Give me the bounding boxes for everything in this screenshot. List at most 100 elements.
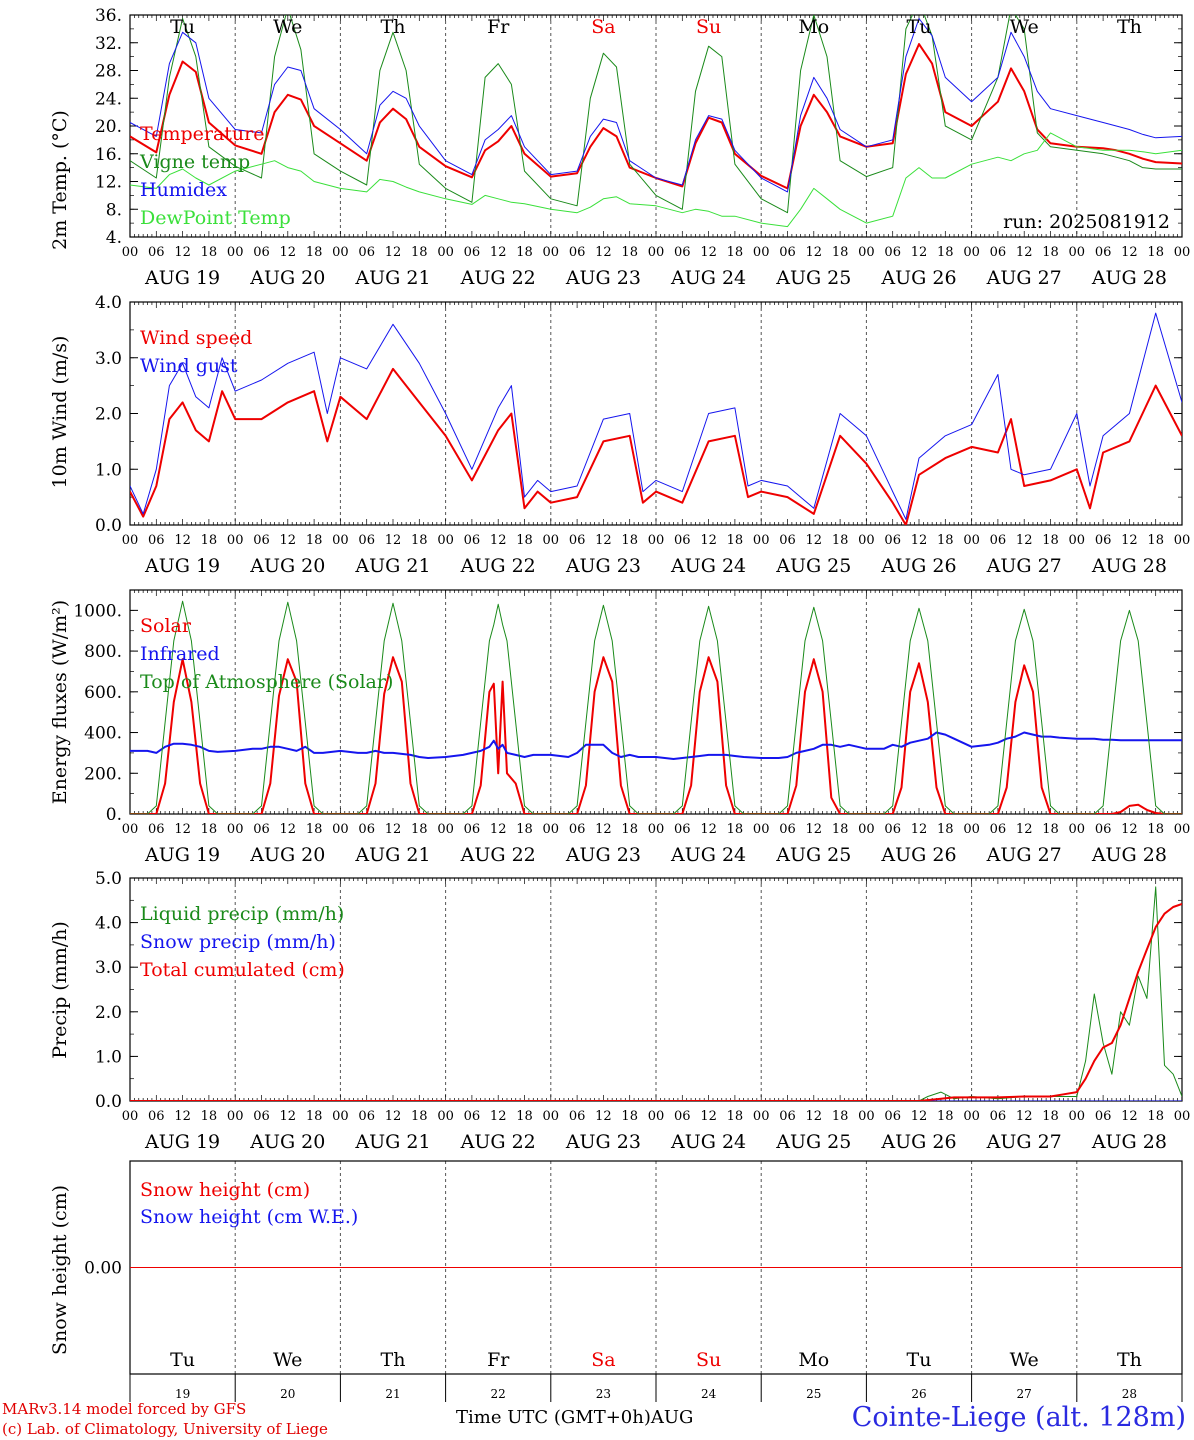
month-label: AUG [650,1407,694,1428]
panel-3 [129,589,1183,815]
hour-tick-label: 06 [464,245,481,260]
day-of-week-label: Su [696,1349,721,1371]
hour-tick-label: 18 [832,245,849,260]
y-tick-label: 2.0 [95,405,122,425]
hour-tick-label: 18 [411,1109,428,1124]
hour-tick-label: 00 [122,245,139,260]
hour-tick-label: 00 [858,245,875,260]
hour-tick-label: 18 [306,533,323,548]
hour-tick-label: 06 [569,245,586,260]
y-tick-label: 600. [84,683,122,703]
legend-entry: Snow height (cm W.E.) [140,1206,358,1228]
day-of-week-label: Fr [487,16,510,38]
hour-tick-label: 12 [1121,245,1138,260]
day-of-week-label: Th [1117,16,1142,38]
hour-tick-label: 12 [595,1109,612,1124]
series-line [130,312,1182,520]
hour-tick-label: 18 [727,533,744,548]
hour-tick-label: 18 [1042,533,1059,548]
hour-tick-label: 06 [674,245,691,260]
hour-tick-label: 06 [884,533,901,548]
date-label: AUG 20 [249,844,325,866]
hour-tick-label: 06 [569,1109,586,1124]
hour-tick-label: 18 [411,533,428,548]
series-line [130,15,1182,214]
hour-tick-label: 12 [280,245,297,260]
date-label: AUG 28 [1091,1131,1167,1153]
y-tick-label: 1.0 [95,1047,122,1067]
day-number-label: 26 [911,1387,926,1401]
date-label: AUG 26 [880,844,956,866]
y-tick-label: 200. [84,764,122,784]
hour-tick-label: 12 [1121,822,1138,837]
hour-tick-label: 00 [648,1109,665,1124]
hour-tick-label: 18 [937,1109,954,1124]
y-tick-label: 0.0 [95,1092,122,1112]
y-tick-label: 28. [95,62,122,82]
time-axis-label: Time UTC (GMT+0h)AUG [456,1407,693,1428]
hour-tick-label: 00 [227,822,244,837]
hour-tick-label: 18 [621,245,638,260]
hour-tick-label: 18 [727,1109,744,1124]
day-number-label: 27 [1017,1387,1032,1401]
hour-tick-label: 12 [595,822,612,837]
hour-tick-label: 00 [543,1109,560,1124]
hour-tick-label: 06 [1095,245,1112,260]
hour-tick-label: 06 [990,1109,1007,1124]
hour-tick-label: 12 [490,822,507,837]
hour-tick-label: 12 [700,533,717,548]
series-line [130,886,1182,1101]
plot-frame [129,589,1183,815]
hour-tick-label: 06 [464,1109,481,1124]
panel-1 [129,14,1183,238]
hour-tick-label: 18 [1042,245,1059,260]
date-label: AUG 19 [144,844,220,866]
hour-tick-label: 18 [727,822,744,837]
hour-tick-label: 00 [1174,822,1191,837]
series-line [130,902,1182,1101]
hour-tick-label: 12 [700,1109,717,1124]
date-label: AUG 23 [565,1131,641,1153]
legend-entry: Wind speed [140,327,252,349]
y-tick-label: 32. [95,34,122,54]
hour-tick-label: 00 [753,533,770,548]
panel-4 [129,877,1183,1102]
hour-tick-label: 12 [385,533,402,548]
date-label: AUG 23 [565,267,641,289]
y-tick-label: 400. [84,724,122,744]
hour-tick-label: 00 [543,533,560,548]
y-axis-label: Precip (mm/h) [49,921,71,1059]
hour-tick-label: 00 [332,1109,349,1124]
hour-tick-label: 00 [1069,822,1086,837]
hour-tick-label: 18 [1147,533,1164,548]
hour-tick-label: 00 [1174,533,1191,548]
hour-tick-label: 06 [253,533,270,548]
hour-tick-label: 18 [1147,822,1164,837]
hour-tick-label: 00 [332,822,349,837]
hour-tick-label: 06 [464,822,481,837]
hour-tick-label: 00 [437,245,454,260]
hour-tick-label: 06 [779,533,796,548]
hour-tick-label: 12 [490,245,507,260]
hour-tick-label: 12 [280,1109,297,1124]
hour-tick-label: 06 [674,533,691,548]
hour-tick-label: 00 [963,533,980,548]
date-label: AUG 22 [460,1131,536,1153]
date-label: AUG 24 [670,267,746,289]
hour-tick-label: 18 [621,1109,638,1124]
hour-tick-label: 18 [621,822,638,837]
hour-tick-label: 18 [201,822,218,837]
legend-entry: Wind gust [140,355,238,377]
hour-tick-label: 12 [911,822,928,837]
y-tick-label: 3.0 [95,349,122,369]
date-label: AUG 20 [249,555,325,577]
day-of-week-label: We [1010,16,1039,38]
hour-tick-label: 06 [990,822,1007,837]
hour-tick-label: 00 [858,822,875,837]
hour-tick-label: 12 [595,245,612,260]
y-tick-label: 12. [95,173,122,193]
hour-tick-label: 12 [911,1109,928,1124]
hour-tick-label: 06 [779,245,796,260]
hour-tick-label: 18 [1042,822,1059,837]
hour-tick-label: 12 [280,533,297,548]
